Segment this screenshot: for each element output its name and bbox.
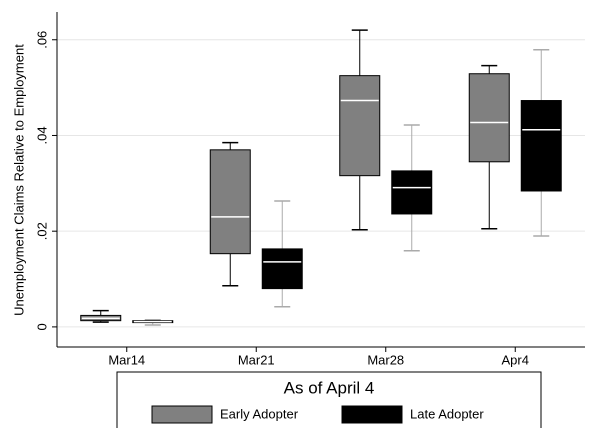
x-tick-label: Mar14	[108, 352, 145, 367]
legend-title: As of April 4	[284, 378, 375, 397]
box	[339, 75, 381, 177]
box	[520, 100, 562, 192]
legend-swatch	[151, 405, 213, 424]
box	[391, 170, 433, 215]
x-tick-label: Mar21	[238, 352, 275, 367]
legend-label: Late Adopter	[410, 406, 484, 421]
y-tick-label: .06	[34, 31, 49, 49]
y-tick-label: .04	[34, 126, 49, 144]
y-tick-label: .02	[34, 222, 49, 240]
y-tick-label: 0	[34, 323, 49, 330]
legend-swatch	[341, 405, 403, 424]
x-tick-label: Apr4	[502, 352, 529, 367]
box	[468, 73, 510, 163]
box	[261, 248, 303, 290]
x-tick-label: Mar28	[367, 352, 404, 367]
box	[209, 149, 251, 255]
legend-label: Early Adopter	[220, 406, 299, 421]
y-axis-label: Unemployment Claims Relative to Employme…	[11, 44, 26, 316]
